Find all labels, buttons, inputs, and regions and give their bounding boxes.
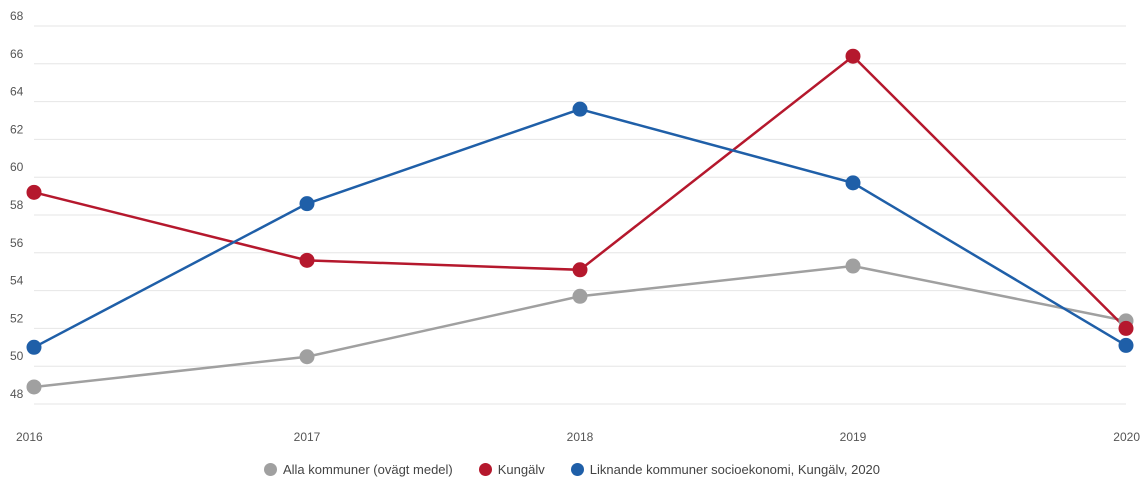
x-tick-label: 2019 [840,430,867,444]
data-point-2-0[interactable] [26,339,42,355]
x-tick-label: 2020 [1113,430,1140,444]
y-tick-label: 62 [10,122,24,136]
legend-dot-icon [478,463,492,476]
series-layer [26,48,1134,395]
y-tick-label: 58 [10,198,24,212]
series-line-0 [33,264,1127,389]
data-point-1-0[interactable] [26,184,42,200]
legend-dot-icon [570,463,584,476]
x-tick-label: 2017 [294,430,321,444]
legend-dot-icon [263,463,277,476]
x-axis: 2016 2017 2018 2019 2020 [16,430,1140,444]
legend-label: Kungälv [497,462,545,477]
y-tick-label: 50 [10,349,24,363]
legend-label: Liknande kommuner socioekonomi, Kungälv,… [589,462,881,477]
legend-item-1[interactable]: Kungälv [478,462,545,477]
y-tick-label: 56 [10,236,24,250]
data-point-2-4[interactable] [1118,337,1134,353]
y-axis: 48 50 52 54 56 58 60 62 64 66 68 [10,9,24,401]
data-point-2-1[interactable] [299,196,315,212]
data-point-0-0[interactable] [26,379,42,395]
gridlines [34,25,1126,405]
y-tick-label: 64 [10,85,24,99]
y-tick-label: 66 [10,47,24,61]
data-point-0-3[interactable] [845,258,861,274]
legend-label: Alla kommuner (ovägt medel) [282,462,453,477]
data-point-1-2[interactable] [572,262,588,278]
data-point-0-1[interactable] [299,349,315,365]
x-tick-label: 2018 [567,430,594,444]
y-tick-label: 52 [10,311,24,325]
data-point-1-4[interactable] [1118,320,1134,336]
data-point-0-2[interactable] [572,288,588,304]
y-tick-label: 48 [10,387,24,401]
y-tick-label: 68 [10,9,24,23]
y-tick-label: 60 [10,160,24,174]
data-point-2-2[interactable] [572,101,588,117]
series-line-2 [33,107,1127,349]
data-point-1-3[interactable] [845,48,861,64]
legend-item-2[interactable]: Liknande kommuner socioekonomi, Kungälv,… [570,462,881,477]
x-tick-label: 2016 [16,430,43,444]
data-point-1-1[interactable] [299,252,315,268]
y-tick-label: 54 [10,274,24,288]
legend: Alla kommuner (ovägt medel) Kungälv Liknan… [0,462,1144,477]
legend-item-0[interactable]: Alla kommuner (ovägt medel) [263,462,453,477]
data-point-2-3[interactable] [845,175,861,191]
